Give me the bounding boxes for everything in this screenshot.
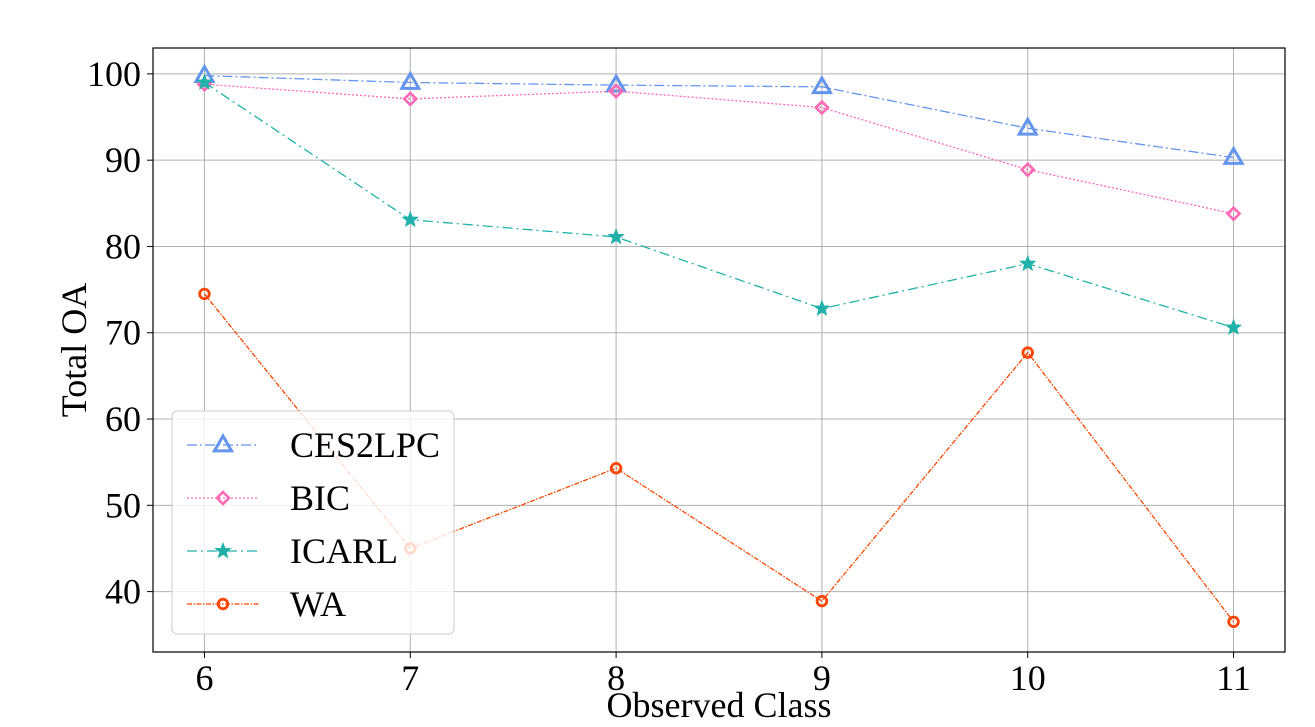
plot-frame xyxy=(152,47,1286,653)
series-bic xyxy=(196,76,1242,222)
legend: CES2LPC BIC ICARL WA xyxy=(171,410,455,635)
legend-entry-bic: BIC xyxy=(187,478,350,518)
data-point-icarl xyxy=(401,210,419,228)
legend-label-ces2lpc: CES2LPC xyxy=(290,425,440,465)
data-point-wa xyxy=(1021,346,1034,359)
legend-label-icarl: ICARL xyxy=(290,531,398,571)
x-tick-label: 10 xyxy=(1010,658,1046,698)
series-line-ces2lpc xyxy=(204,74,1234,159)
x-tick-label: 11 xyxy=(1216,658,1251,698)
y-tick-label: 70 xyxy=(105,313,141,353)
legend-label-bic: BIC xyxy=(290,478,350,518)
data-point-icarl xyxy=(1224,318,1243,335)
series-group xyxy=(193,63,1245,629)
legend-marker-ces2lpc xyxy=(211,432,235,453)
data-point-ces2lpc xyxy=(1222,145,1245,165)
legend-box xyxy=(171,410,455,635)
legend-marker-icarl xyxy=(214,541,232,559)
x-tick-label: 8 xyxy=(607,658,625,698)
data-point-wa xyxy=(815,594,829,608)
series-line-icarl xyxy=(204,81,1234,329)
y-tick-label: 80 xyxy=(105,226,141,266)
data-point-ces2lpc xyxy=(1016,116,1039,136)
series-icarl xyxy=(195,73,1243,335)
x-tick-label: 6 xyxy=(195,658,213,698)
data-point-bic xyxy=(402,91,419,107)
series-ces2lpc xyxy=(193,63,1245,165)
y-tick-label: 60 xyxy=(105,399,141,439)
legend-marker-bic xyxy=(215,490,231,506)
tick-group: 6 7 8 9 10 11 40 50 60 70 80 90 100 xyxy=(87,54,1251,698)
y-tick-label: 40 xyxy=(105,572,141,612)
data-point-bic xyxy=(1019,161,1036,178)
data-point-icarl xyxy=(813,299,831,316)
legend-entry-wa: WA xyxy=(187,584,346,624)
legend-entry-icarl: ICARL xyxy=(187,531,398,571)
legend-marker-wa xyxy=(216,597,230,611)
data-point-icarl xyxy=(607,227,625,245)
x-tick-label: 7 xyxy=(401,658,419,698)
data-point-ces2lpc xyxy=(810,74,834,95)
x-tick-label: 9 xyxy=(813,658,831,698)
data-point-wa xyxy=(1227,615,1240,629)
data-point-bic xyxy=(814,99,830,116)
data-point-bic xyxy=(608,83,624,99)
series-line-bic xyxy=(204,83,1234,215)
data-point-icarl xyxy=(1019,254,1037,272)
data-point-wa xyxy=(198,287,211,301)
y-tick-label: 50 xyxy=(105,485,141,525)
x-axis-label: Observed Class xyxy=(607,685,832,725)
data-point-ces2lpc xyxy=(399,70,422,90)
y-tick-label: 100 xyxy=(87,54,141,94)
data-point-icarl xyxy=(195,73,214,90)
legend-entry-ces2lpc: CES2LPC xyxy=(187,425,440,465)
legend-label-wa: WA xyxy=(290,584,346,624)
y-axis-label: Total OA xyxy=(54,283,94,417)
y-tick-label: 90 xyxy=(105,140,141,180)
data-point-bic xyxy=(1225,205,1242,222)
data-point-wa xyxy=(609,462,623,475)
